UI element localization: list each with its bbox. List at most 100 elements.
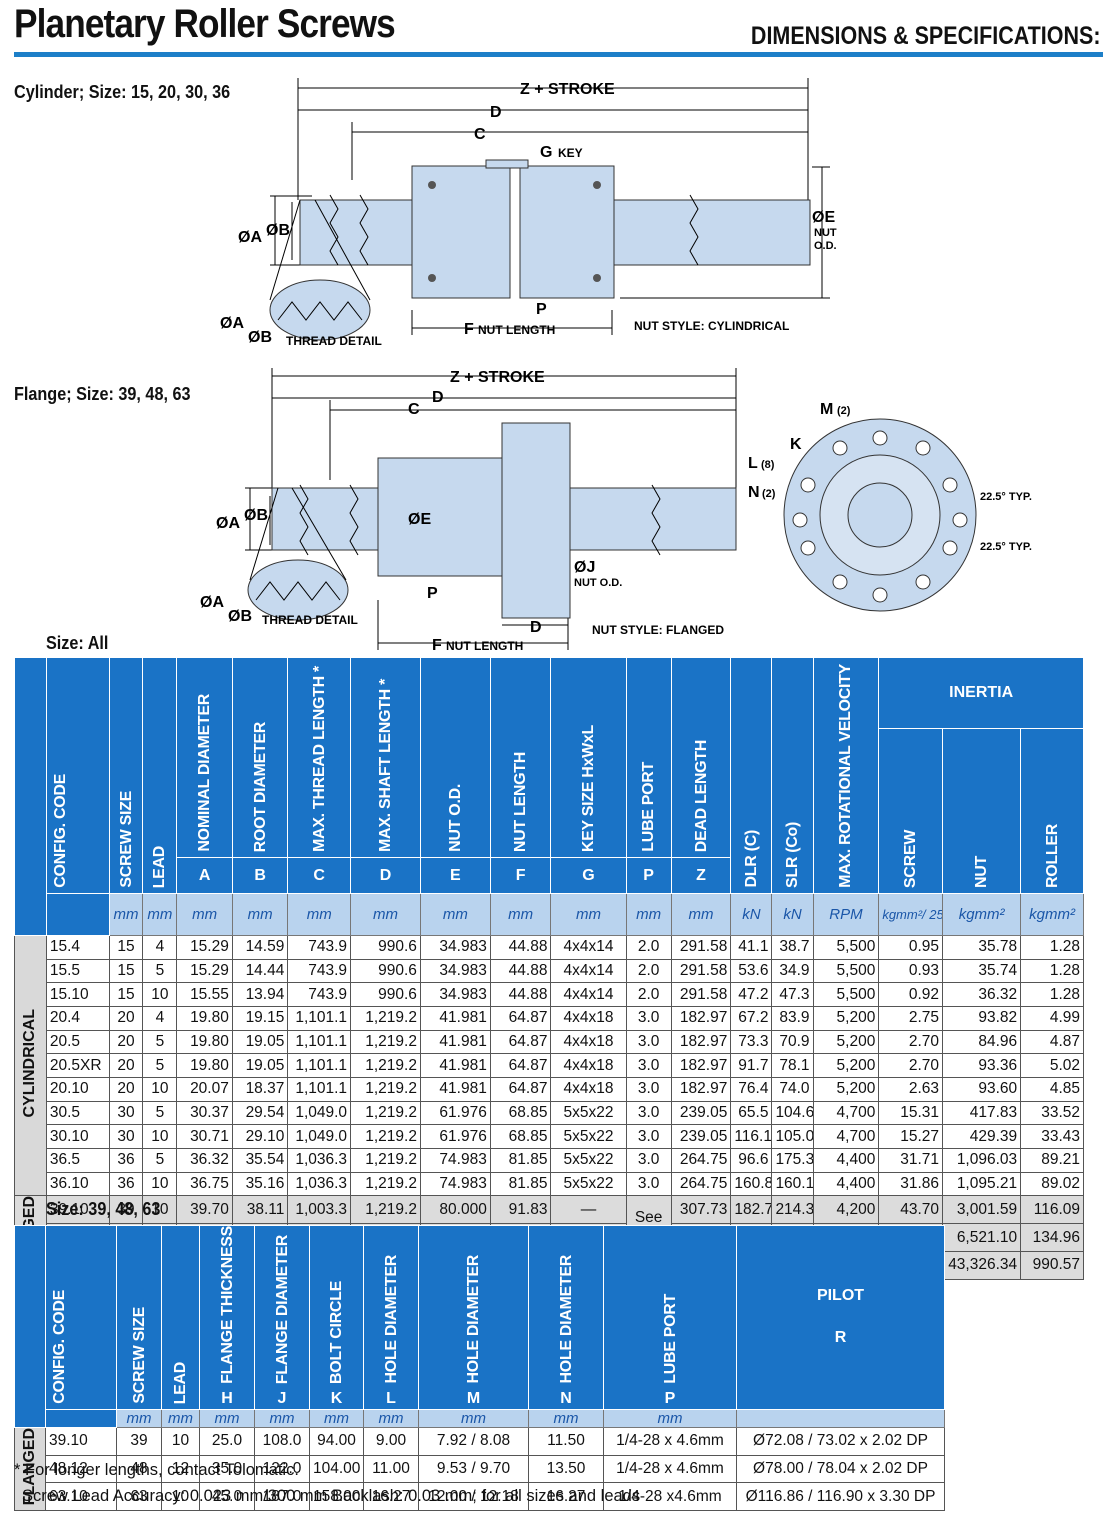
table-cell: 291.58 — [670, 982, 732, 1007]
table-cell: 743.9 — [287, 958, 352, 984]
table-cell: 33.43 — [1020, 1124, 1084, 1150]
flange-thread-detail-label: THREAD DETAIL — [262, 613, 358, 627]
t2-blank-header — [14, 1225, 46, 1428]
table-cell: 15 — [108, 958, 144, 984]
m-label: M — [820, 401, 833, 418]
table-cell: 89.21 — [1020, 1148, 1084, 1173]
table-cell: 4x4x14 — [550, 982, 627, 1007]
cylinder-drawing: Z + STROKE D C G KEY ØA ØB ØE NUT O.D. P… — [220, 78, 837, 348]
table-cell: 1,101.1 — [287, 1005, 352, 1031]
flange-oj-label: ØJ — [574, 559, 595, 576]
table-row: FLANGED39.10391039.7038.111,003.31,219.2… — [14, 1195, 1084, 1280]
table-cell: 44.88 — [489, 934, 552, 960]
table-cell: 160.1 — [771, 1171, 814, 1197]
table-row: 20.5 20 5 19.80 19.05 1,101.1 1,219.2 41.981 64.… — [15, 1029, 1084, 1055]
table-cell: 34.983 — [419, 958, 491, 984]
table-cell: 15.29 — [176, 958, 233, 984]
t1-hdr-nut-len: NUT LENGTH F — [489, 657, 552, 894]
table-cell: 9.00 — [363, 1426, 419, 1456]
group-label-cylindrical: CYLINDRICAL — [14, 934, 47, 1197]
t1-hdr-key: KEY SIZE HxWxL G — [550, 657, 627, 894]
flange-d-label: D — [432, 389, 444, 406]
table-cell: 93.36 — [942, 1053, 1022, 1079]
flange-f-label: F — [432, 637, 442, 654]
table-cell: 41.981 — [419, 1053, 491, 1079]
l8-label: (8) — [761, 459, 775, 471]
t2-hdr-config: CONFIG. CODE — [45, 1225, 117, 1410]
table-cell: 19.80 — [176, 1005, 233, 1031]
t1-blank-header — [14, 657, 47, 936]
table-cell: 2.63 — [878, 1077, 944, 1102]
flange-oa-label: ØA — [216, 515, 240, 532]
table-cell: 1,101.1 — [287, 1053, 352, 1079]
table-cell: 94.00 — [309, 1426, 364, 1456]
table1-size-label: Size: All — [46, 633, 109, 653]
table-cell: 35.54 — [231, 1148, 289, 1173]
table-cell: 44.88 — [489, 982, 552, 1007]
table-cell: 48.12 — [45, 1454, 117, 1484]
n2-label: (2) — [762, 488, 776, 500]
t2-hdr-flange-thk: FLANGE THICKNESS H — [199, 1225, 255, 1410]
table-cell: 25.0 — [199, 1426, 255, 1456]
table-cell: 10 — [142, 1171, 178, 1197]
table-cell: 1,096.03 — [942, 1148, 1022, 1173]
table-cell: 4.85 — [1020, 1077, 1084, 1102]
table-cell: 30.71 — [176, 1124, 233, 1150]
table-cell: 10 — [142, 1077, 178, 1102]
table-cell: 7.92 / 8.08 — [418, 1426, 529, 1456]
table-cell: 175.3 — [771, 1148, 814, 1173]
table-cell: Ø116.86 / 116.90 x 3.30 DP — [736, 1482, 945, 1512]
t1-hdr-root: ROOT DIAMETER B — [231, 657, 289, 894]
table-cell: 104.00 — [309, 1454, 364, 1484]
table-cell: 4 — [142, 934, 178, 960]
t1-hdr-dead: DEAD LENGTH Z — [670, 657, 732, 894]
nut-label: NUT — [814, 227, 837, 239]
table-cell: 64.87 — [489, 1077, 552, 1102]
flange-oe-label: ØE — [408, 511, 431, 528]
table-cell: 5,500 — [812, 934, 880, 960]
table2-size-label: Size: 39, 48, 63 — [46, 1199, 161, 1219]
table-cell: 264.75 — [670, 1171, 732, 1197]
flange-nut-style-label: NUT STYLE: FLANGED — [592, 623, 724, 637]
table-cell: 1,219.2 — [350, 1148, 421, 1173]
table-cell: 16.27 — [363, 1482, 419, 1512]
table-cell: 990.6 — [350, 958, 421, 984]
flange-d2-label: D — [530, 619, 542, 636]
table-cell: 4x4x18 — [550, 1053, 627, 1079]
table-cell: 47.3 — [771, 982, 814, 1007]
table-cell: 1.28 — [1020, 934, 1084, 960]
table-cell: 19.80 — [176, 1053, 233, 1079]
typ1-label: 22.5° TYP. — [980, 491, 1032, 503]
t1-hdr-inertia-nut: NUT — [942, 727, 1022, 894]
table-cell: 160.8 — [730, 1171, 773, 1197]
ob-label: ØB — [266, 222, 290, 239]
flange-nut-od-label: NUT O.D. — [574, 577, 622, 589]
flange-nut-length-label: NUT LENGTH — [446, 639, 523, 653]
table-cell: 214.3 — [771, 1195, 814, 1225]
table-cell: 36.75 — [176, 1171, 233, 1197]
t2-hdr-screw-size: SCREW SIZE — [116, 1225, 162, 1410]
table-cell: 134.96 — [1020, 1223, 1084, 1253]
table-cell: 93.82 — [942, 1005, 1022, 1031]
table-cell: 63.10 — [45, 1482, 117, 1512]
table-cell: 81.85 — [489, 1171, 552, 1197]
table-cell: 5,500 — [812, 982, 880, 1007]
table-cell: 45.0 — [199, 1482, 255, 1512]
table-cell: 64.87 — [489, 1005, 552, 1031]
table-cell: 93.60 — [942, 1077, 1022, 1102]
table-cell: 0.95 — [878, 934, 944, 960]
flange-thread-oa-label: ØA — [200, 594, 224, 611]
thread-detail-label: THREAD DETAIL — [286, 334, 382, 348]
table-cell: 990.6 — [350, 982, 421, 1007]
table-cell: 5,500 — [812, 958, 880, 984]
table-cell: 239.05 — [670, 1124, 732, 1150]
table-row: 15.5 15 5 15.29 14.44 743.9 990.6 34.983 44.88 4x… — [15, 958, 1084, 984]
f-label: F — [464, 321, 474, 338]
table-cell: 91.7 — [730, 1053, 773, 1079]
table-cell: 1,049.0 — [287, 1100, 352, 1126]
table-cell: 2.0 — [625, 958, 672, 984]
table-cell: 65.5 — [730, 1100, 773, 1126]
nut-length-label: NUT LENGTH — [478, 323, 555, 337]
table-cell: 29.10 — [231, 1124, 289, 1150]
table-cell: 16.27 — [528, 1482, 604, 1512]
